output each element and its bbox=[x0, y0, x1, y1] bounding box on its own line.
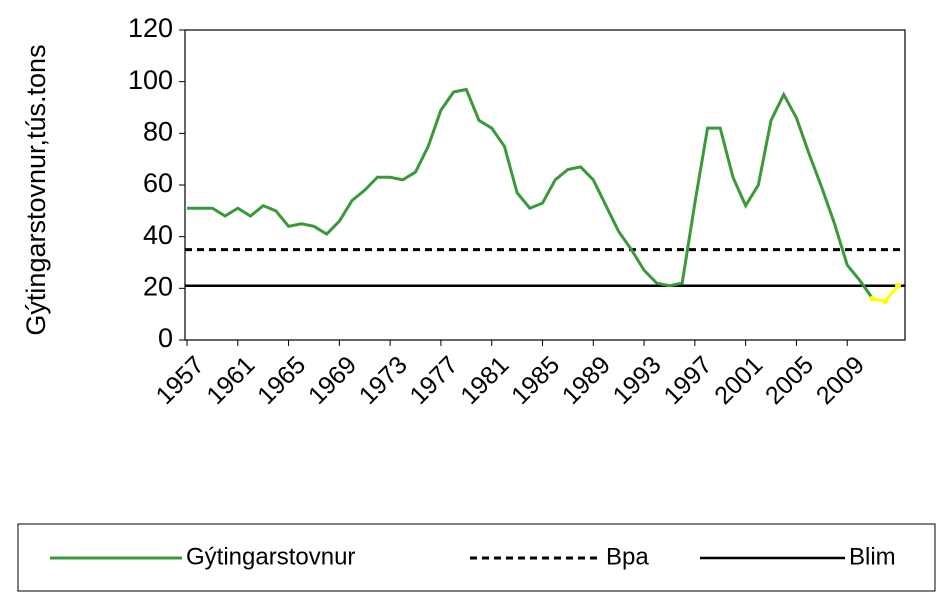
legend-label: Bpa bbox=[606, 543, 649, 570]
legend-label: Blim bbox=[849, 543, 896, 570]
y-tick-label: 20 bbox=[143, 271, 173, 301]
point bbox=[882, 298, 889, 305]
y-tick-label: 40 bbox=[143, 220, 173, 250]
point bbox=[895, 282, 901, 289]
y-tick-label: 100 bbox=[128, 65, 173, 95]
series-line bbox=[187, 87, 874, 300]
y-tick-label: 80 bbox=[143, 116, 173, 146]
y-tick-label: 120 bbox=[128, 13, 173, 43]
point bbox=[869, 295, 876, 302]
y-tick-label: 0 bbox=[158, 323, 173, 353]
y-axis-label: Gýtingarstovnur,tús.tons bbox=[21, 44, 51, 335]
legend-label: Gýtingarstovnur bbox=[186, 543, 355, 570]
y-tick-label: 60 bbox=[143, 168, 173, 198]
